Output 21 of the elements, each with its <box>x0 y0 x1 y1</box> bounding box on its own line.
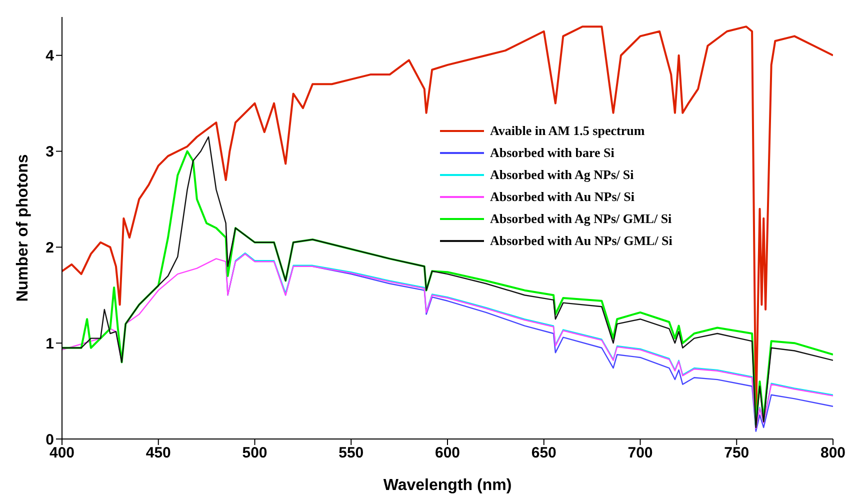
x-tick-label: 500 <box>242 444 268 462</box>
x-tick-label: 450 <box>146 444 171 462</box>
y-tick-label: 4 <box>46 48 55 65</box>
x-tick-label: 650 <box>531 444 556 462</box>
legend-label: Absorbed with bare Si <box>490 144 614 162</box>
legend-label: Absorbed with Ag NPs/ Si <box>490 166 634 184</box>
x-tick-label: 750 <box>724 444 750 462</box>
y-tick-label: 2 <box>46 240 54 257</box>
y-axis-title: Number of photons <box>14 154 32 302</box>
legend-label: Absorbed with Ag NPs/ GML/ Si <box>490 210 672 228</box>
x-tick-label: 800 <box>820 444 846 462</box>
x-tick-label: 700 <box>628 444 653 462</box>
y-tick-label: 1 <box>46 335 54 352</box>
legend-label: Avaible in AM 1.5 spectrum <box>490 122 645 140</box>
legend-label: Absorbed with Au NPs/ GML/ Si <box>490 232 672 250</box>
legend-label: Absorbed with Au NPs/ Si <box>490 188 634 206</box>
x-tick-label: 600 <box>434 444 460 462</box>
x-tick-label: 550 <box>338 444 364 462</box>
y-tick-label: 3 <box>46 144 54 161</box>
line-series <box>62 253 833 430</box>
x-axis-title: Wavelength (nm) <box>383 477 512 494</box>
